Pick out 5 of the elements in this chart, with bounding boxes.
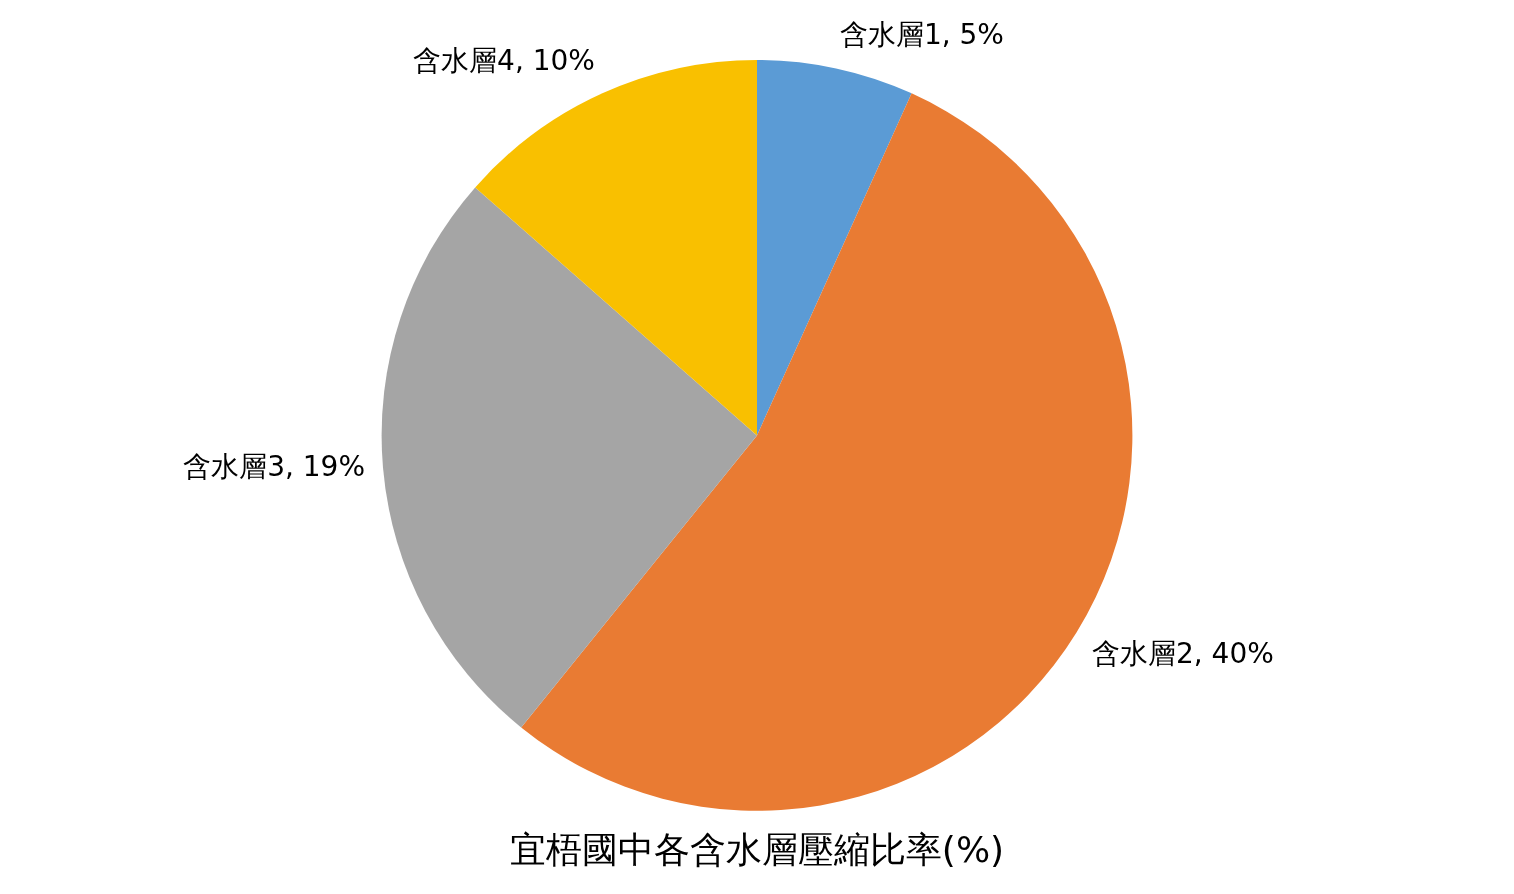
slice-label: 含水層4, 10% (413, 44, 595, 78)
slice-label: 含水層2, 40% (1091, 636, 1274, 670)
text: 宜梧國中各含水層壓縮比率(%) (509, 828, 1005, 870)
slice-label: 含水層3, 19% (183, 450, 366, 484)
slice-label: 含水層1, 5% (839, 18, 1004, 52)
